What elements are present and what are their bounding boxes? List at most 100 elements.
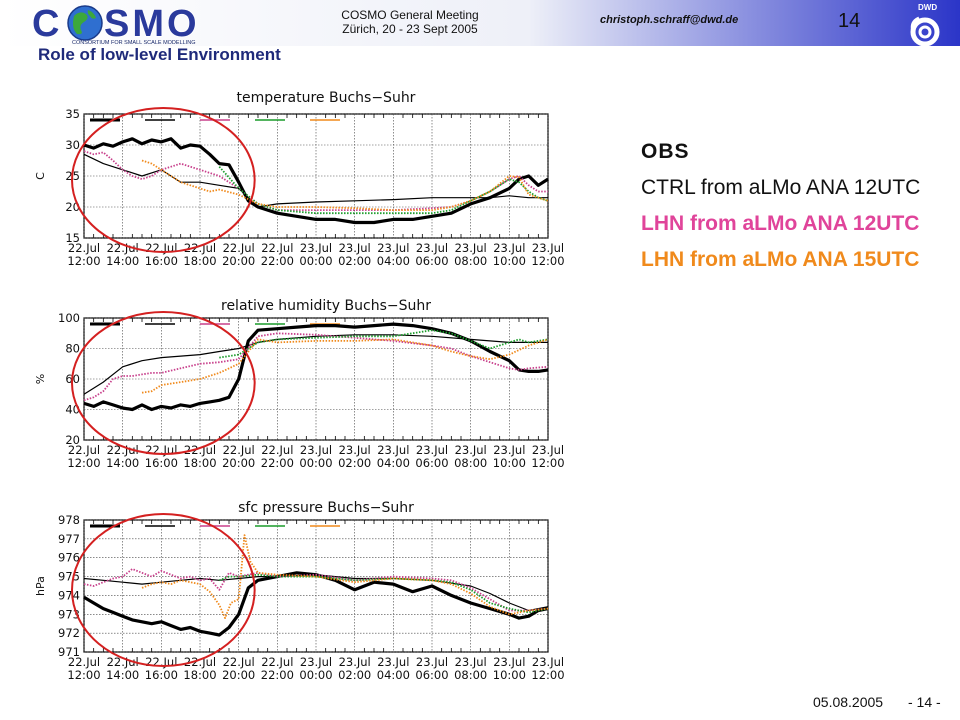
x-tick-label-date: 22.Jul	[68, 241, 100, 255]
x-tick-label-date: 23.Jul	[455, 443, 487, 457]
x-tick-label-time: 06:00	[415, 456, 448, 470]
x-tick-label-time: 22:00	[261, 456, 294, 470]
x-tick-label-date: 22.Jul	[223, 655, 255, 669]
x-tick-label-time: 18:00	[183, 668, 216, 682]
series-line-lhn12	[83, 332, 549, 402]
x-tick-label-date: 22.Jul	[184, 655, 216, 669]
x-tick-label-time: 20:00	[222, 668, 255, 682]
x-tick-label-time: 02:00	[338, 254, 371, 268]
x-tick-label-date: 23.Jul	[377, 443, 409, 457]
footer-date: 05.08.2005	[813, 694, 884, 710]
highlight-ellipse	[70, 513, 256, 667]
x-tick-label-time: 02:00	[338, 668, 371, 682]
x-tick-label-time: 12:00	[67, 668, 100, 682]
x-tick-label-time: 06:00	[415, 254, 448, 268]
x-tick-label-date: 22.Jul	[68, 655, 100, 669]
x-tick-label-date: 23.Jul	[493, 655, 525, 669]
x-tick-label-time: 00:00	[299, 254, 332, 268]
x-tick-label-time: 10:00	[493, 254, 526, 268]
slide-number: 14	[838, 10, 861, 32]
y-tick-label: 977	[58, 532, 80, 546]
dwd-logo: DWD	[900, 0, 950, 50]
x-tick-label-date: 23.Jul	[300, 655, 332, 669]
x-tick-label-time: 06:00	[415, 668, 448, 682]
x-tick-label-time: 12:00	[67, 254, 100, 268]
x-tick-label-date: 23.Jul	[416, 443, 448, 457]
y-tick-label: 15	[65, 231, 80, 245]
x-tick-label-time: 20:00	[222, 254, 255, 268]
x-tick-label-date: 22.Jul	[261, 655, 293, 669]
x-tick-label-time: 02:00	[338, 456, 371, 470]
y-tick-label: 971	[58, 645, 80, 659]
y-tick-label: 978	[58, 513, 80, 527]
x-tick-label-date: 22.Jul	[261, 241, 293, 255]
x-tick-label-time: 22:00	[261, 254, 294, 268]
y-tick-label: 974	[58, 588, 80, 602]
y-axis-label: hPa	[34, 576, 47, 596]
x-tick-label-time: 18:00	[183, 456, 216, 470]
series-line-lhn15	[141, 159, 549, 212]
humidity-chart: relative humidity Buchs−Suhr 22.Jul 12:00 2…	[30, 288, 580, 478]
x-tick-label-date: 23.Jul	[300, 241, 332, 255]
y-axis-label: C	[34, 172, 47, 180]
y-tick-label: 30	[65, 138, 80, 152]
y-tick-label: 100	[58, 311, 80, 325]
x-tick-label-date: 23.Jul	[377, 241, 409, 255]
x-tick-label-time: 12:00	[531, 456, 564, 470]
slide-title: Role of low-level Environment	[38, 45, 281, 64]
legend-ctrl: CTRL from aLMo ANA 12UTC	[641, 176, 921, 199]
x-tick-label-date: 23.Jul	[339, 655, 371, 669]
x-tick-label-date: 23.Jul	[532, 241, 564, 255]
x-tick-label-date: 22.Jul	[223, 443, 255, 457]
legend-lhn-12utc: LHN from aLMo ANA 12UTC	[641, 212, 920, 235]
series-line-lhn15	[141, 534, 549, 620]
x-tick-label-date: 23.Jul	[300, 443, 332, 457]
x-tick-label-time: 12:00	[67, 456, 100, 470]
y-axis-label: %	[34, 374, 47, 384]
footer-page: - 14 -	[908, 694, 941, 710]
series-line-ctrl	[83, 334, 548, 395]
y-tick-label: 80	[65, 342, 80, 356]
cosmo-logo: C SMO CONSORTIUM FOR SMALL SCALE MODELLI…	[28, 0, 218, 46]
x-tick-label-time: 16:00	[145, 456, 178, 470]
x-tick-label-time: 04:00	[377, 254, 410, 268]
x-tick-label-time: 00:00	[299, 456, 332, 470]
x-tick-label-time: 12:00	[531, 668, 564, 682]
x-tick-label-time: 00:00	[299, 668, 332, 682]
y-tick-label: 35	[65, 107, 80, 121]
x-tick-label-date: 22.Jul	[184, 443, 216, 457]
meeting-name: COSMO General Meeting	[341, 8, 479, 22]
x-tick-label-time: 08:00	[454, 254, 487, 268]
x-tick-label-time: 04:00	[377, 456, 410, 470]
x-tick-label-date: 23.Jul	[532, 655, 564, 669]
x-tick-label-date: 22.Jul	[68, 443, 100, 457]
x-tick-label-date: 23.Jul	[493, 241, 525, 255]
legend-lhn-15utc: LHN from aLMo ANA 15UTC	[641, 248, 920, 271]
x-tick-label-time: 14:00	[106, 668, 139, 682]
author-email[interactable]: christoph.schraff@dwd.de	[600, 14, 739, 26]
x-tick-label-time: 16:00	[145, 254, 178, 268]
x-tick-label-date: 22.Jul	[184, 241, 216, 255]
chart-title: temperature Buchs−Suhr	[237, 90, 416, 106]
x-tick-label-date: 23.Jul	[493, 443, 525, 457]
y-tick-label: 20	[65, 433, 80, 447]
x-tick-label-date: 23.Jul	[377, 655, 409, 669]
svg-text:SMO: SMO	[104, 3, 200, 45]
x-tick-label-time: 22:00	[261, 668, 294, 682]
x-tick-label-time: 10:00	[493, 668, 526, 682]
x-tick-label-date: 23.Jul	[339, 241, 371, 255]
y-tick-label: 975	[58, 570, 80, 584]
x-tick-label-date: 22.Jul	[107, 241, 139, 255]
x-tick-label-date: 23.Jul	[416, 241, 448, 255]
x-tick-label-date: 22.Jul	[107, 655, 139, 669]
x-tick-label-date: 23.Jul	[416, 655, 448, 669]
svg-text:DWD: DWD	[918, 3, 937, 12]
series-line-ctrl	[83, 574, 549, 612]
x-tick-label-time: 08:00	[454, 456, 487, 470]
highlight-ellipse	[70, 311, 256, 455]
chart-title: sfc pressure Buchs−Suhr	[238, 500, 414, 516]
legend-obs: OBS	[641, 140, 690, 163]
legend-panel: OBS CTRL from aLMo ANA 12UTC LHN from aL…	[641, 138, 941, 282]
x-tick-label-date: 23.Jul	[455, 241, 487, 255]
pressure-chart: sfc pressure Buchs−Suhr 22.Jul 12:00 22.Jul…	[30, 490, 580, 690]
